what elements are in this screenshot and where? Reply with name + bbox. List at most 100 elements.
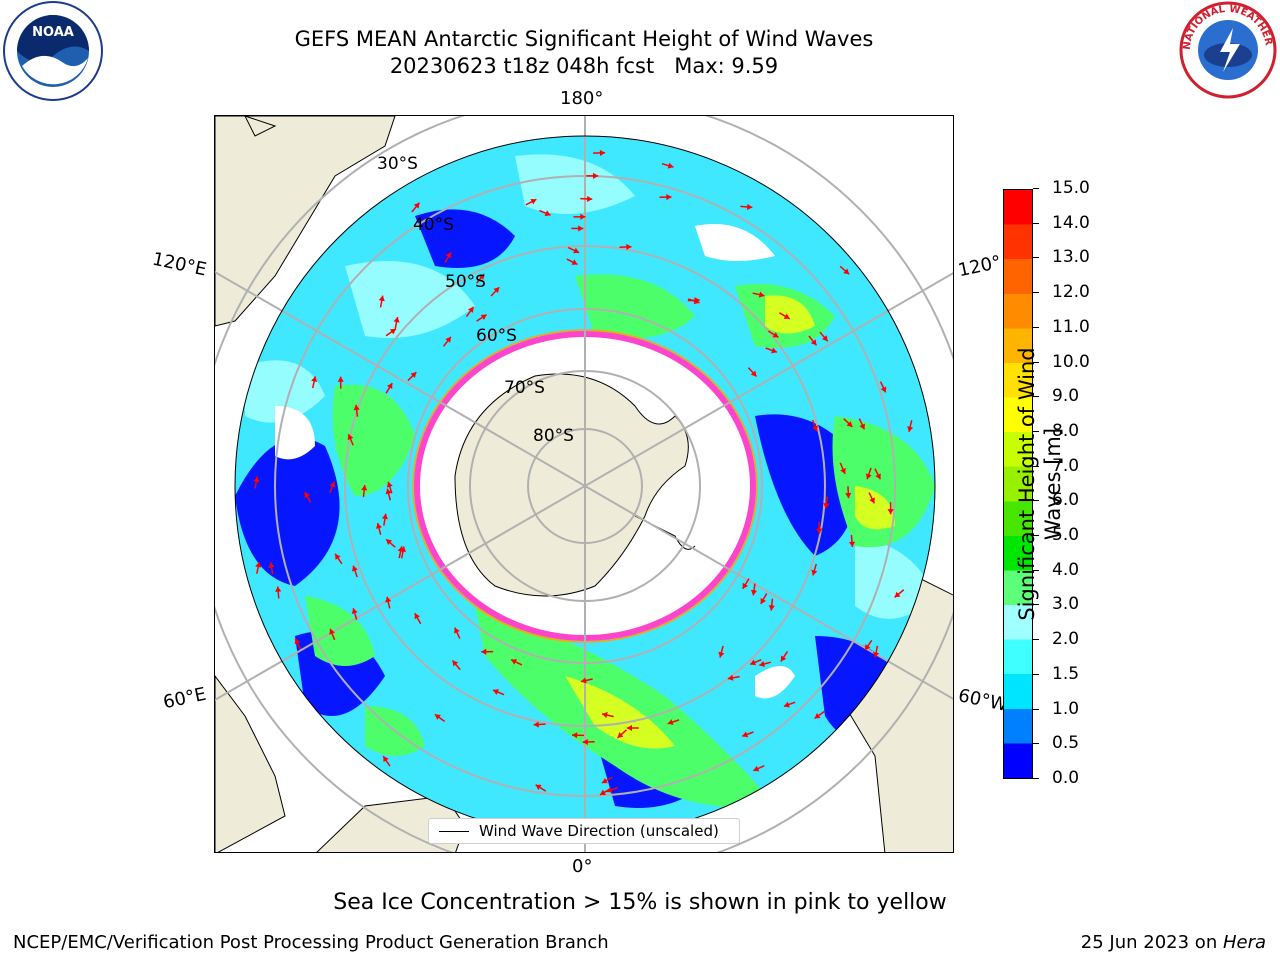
wave-arrow-head <box>445 252 452 259</box>
wave-arrow-head <box>667 719 674 725</box>
wave-arrow-head <box>337 376 344 382</box>
wave-arrow-head <box>386 481 393 488</box>
wave-direction-arrows <box>253 149 914 796</box>
lon-label-120e: 120°E <box>150 248 209 281</box>
wave-arrow-head <box>812 425 818 432</box>
lat-label-60s: 60°S <box>476 326 517 346</box>
lon-label-0: 0° <box>572 856 593 877</box>
wave-arrow-head <box>399 546 406 553</box>
wave-arrow-head <box>846 421 853 427</box>
wave-arrow-head <box>481 648 487 655</box>
lat-label-80s: 80°S <box>533 426 574 446</box>
noaa-logo-text: NOAA <box>32 25 74 40</box>
wave-arrow-head <box>718 651 725 658</box>
colorbar-tick-label: 10.0 <box>1052 351 1090 372</box>
wave-arrow-head <box>492 689 499 695</box>
wave-arrow-head <box>533 721 539 728</box>
wave-arrow-head <box>783 313 790 319</box>
wave-arrow-head <box>816 528 823 534</box>
map-legend: Wind Wave Direction (unscaled) <box>428 818 740 844</box>
wave-arrow-head <box>434 714 441 720</box>
wave-arrow-head <box>727 674 734 681</box>
colorbar-tick-label: 3.0 <box>1052 594 1080 615</box>
wave-arrow-head <box>887 509 894 515</box>
graticule <box>215 116 953 852</box>
wave-arrow-head <box>599 149 606 157</box>
colorbar-tick-label: 9.0 <box>1052 386 1080 407</box>
wave-arrow-head <box>329 628 335 635</box>
colorbar-tick-label: 13.0 <box>1052 247 1090 268</box>
wave-arrow-head <box>894 591 901 598</box>
wave-arrow-head <box>746 203 753 211</box>
wave-arrow-head <box>626 243 632 251</box>
wave-arrow-head <box>530 198 537 205</box>
wave-arrow-head <box>823 503 830 509</box>
wave-arrow-head <box>772 332 779 338</box>
wave-arrow-head <box>375 523 382 529</box>
wave-arrow-head <box>580 677 587 684</box>
colorbar-tick-label: 2.0 <box>1052 629 1080 650</box>
wave-arrow-head <box>753 765 760 772</box>
legend-line-swatch <box>439 831 469 832</box>
wave-arrow-head <box>386 383 393 390</box>
wave-arrow-head <box>445 336 451 343</box>
wave-arrow-head <box>780 655 787 662</box>
lat-label-50s: 50°S <box>445 272 486 292</box>
wave-arrow-head <box>848 541 856 547</box>
wave-arrow-head <box>666 194 672 201</box>
wave-arrow-head <box>544 210 551 217</box>
sea-ice-note: Sea Ice Concentration > 15% is shown in … <box>333 890 947 915</box>
lon-label-120w: 120° <box>956 251 1004 282</box>
wave-arrow-head <box>381 513 388 520</box>
lat-label-70s: 70°S <box>504 378 545 398</box>
wave-arrow-head <box>454 627 460 634</box>
wave-arrow-head <box>580 213 586 220</box>
wave-arrow-head <box>843 268 850 275</box>
wave-arrow-head <box>586 195 593 203</box>
colorbar-tick-label: 15.0 <box>1052 178 1090 198</box>
map-panel: 30°S 40°S 50°S 60°S 70°S 80°S <box>214 115 954 853</box>
wave-arrow-head <box>393 316 400 323</box>
lat-label-30s: 30°S <box>377 154 418 174</box>
wave-arrow-head <box>742 731 749 738</box>
antarctic-wave-map: 30°S 40°S 50°S 60°S 70°S 80°S <box>215 116 953 852</box>
wave-arrow-head <box>347 434 354 441</box>
wave-arrow-head <box>601 712 608 719</box>
wave-arrow-head <box>572 732 578 739</box>
lat-label-40s: 40°S <box>413 215 454 235</box>
colorbar-tick-label: 7.0 <box>1052 455 1080 476</box>
wave-arrow-head <box>383 756 389 763</box>
wave-arrow-head <box>593 172 599 179</box>
wave-arrow-head <box>601 777 608 784</box>
wave-arrow-head <box>335 553 341 560</box>
wave-arrow-head <box>414 613 421 620</box>
wave-arrow-head <box>845 492 852 499</box>
wave-arrow-head <box>294 638 301 645</box>
wave-arrow-head <box>493 287 500 294</box>
footer-host: Hera <box>1222 932 1266 953</box>
lon-label-60w: 60°W <box>956 685 1010 716</box>
colorbar-tick-label: 11.0 <box>1052 316 1090 337</box>
wave-arrow-head <box>353 404 360 411</box>
wave-arrow-head <box>814 712 821 719</box>
lon-label-60e: 60°E <box>161 683 208 714</box>
wave-arrow-head <box>480 314 487 320</box>
colorbar-tick-label: 14.0 <box>1052 212 1090 233</box>
colorbar-tick-label: 6.0 <box>1052 490 1080 511</box>
wave-arrow-head <box>810 339 817 346</box>
wave-arrow-head <box>822 335 828 342</box>
chart-subtitle: 20230623 t18z 048h fcst Max: 9.59 <box>389 54 779 78</box>
wave-arrow-head <box>864 644 871 651</box>
colorbar <box>1003 189 1033 779</box>
wave-arrow-head <box>478 273 485 280</box>
colorbar-tick-label: 0.5 <box>1052 733 1080 754</box>
wave-arrow-head <box>268 562 275 568</box>
wave-arrow-head <box>760 597 766 604</box>
footer-date-text: 25 Jun 2023 on <box>1080 932 1223 953</box>
wave-arrow-head <box>535 784 542 791</box>
wave-arrow-head <box>768 605 775 611</box>
wave-arrow-head <box>573 247 580 254</box>
wave-arrow-head <box>865 473 872 480</box>
wave-arrow-head <box>389 328 396 335</box>
colorbar-tick-label: 1.0 <box>1052 698 1080 719</box>
